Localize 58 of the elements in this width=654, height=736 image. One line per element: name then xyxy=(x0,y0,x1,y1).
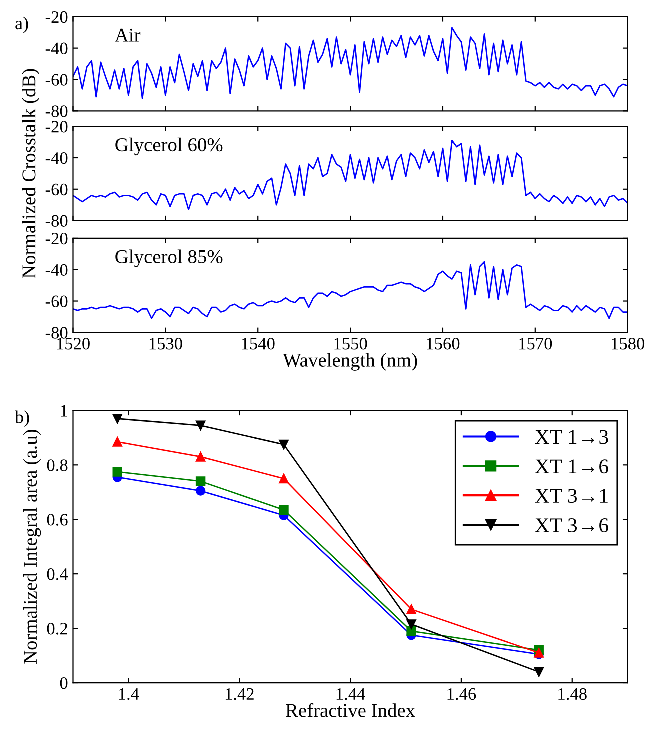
x-axis-title: Refractive Index xyxy=(286,703,416,718)
x-axis-title: Wavelength (nm) xyxy=(283,353,418,371)
y-tick-label: -20 xyxy=(46,121,68,133)
x-tick-label: 1550 xyxy=(334,338,368,350)
point xyxy=(406,604,416,614)
y-tick-label: 0.8 xyxy=(47,460,68,472)
annotation: Air xyxy=(115,28,141,42)
y-tick-label: -20 xyxy=(46,232,68,245)
x-tick-label: 1560 xyxy=(427,338,460,350)
y-tick-label: -60 xyxy=(46,74,68,86)
x-tick-label: 1540 xyxy=(242,338,275,350)
x-tick-label: 1580 xyxy=(612,338,645,350)
point xyxy=(112,437,122,447)
annotation: Glycerol 60% xyxy=(116,138,223,156)
point xyxy=(279,505,289,515)
y-tick-label: -80 xyxy=(46,215,68,227)
point xyxy=(534,667,544,677)
text: a) xyxy=(16,16,28,34)
x-tick-label: 1530 xyxy=(150,338,182,350)
y-axis-title: Normalized Integral area (a.u) xyxy=(23,430,42,664)
y-tick-label: -60 xyxy=(46,184,68,196)
point xyxy=(279,474,289,484)
x-tick-label: 1520 xyxy=(57,338,90,350)
point xyxy=(112,414,122,424)
y-tick-label: -20 xyxy=(46,11,68,24)
annotation: Glycerol 85% xyxy=(116,250,223,268)
y-tick-label: -40 xyxy=(46,264,68,276)
point xyxy=(406,620,416,630)
x-tick-label: 1570 xyxy=(520,338,552,350)
y-tick-label: 0 xyxy=(60,677,68,690)
y-tick-label: -40 xyxy=(46,152,68,164)
point xyxy=(196,486,206,496)
point xyxy=(196,420,206,431)
x-tick-label: 1.42 xyxy=(226,688,254,700)
legend-label: XT 3→6 xyxy=(535,518,608,533)
legend-label: XT 3→1 xyxy=(535,489,608,504)
legend-label: XT 1→3 xyxy=(535,430,608,444)
y-tick-label: -40 xyxy=(46,42,68,55)
x-tick-label: 1.48 xyxy=(558,688,587,700)
y-tick-label: -60 xyxy=(46,296,68,308)
legend-label: XT 1→6 xyxy=(535,460,608,474)
point xyxy=(279,440,289,450)
y-tick-label: -80 xyxy=(46,327,68,339)
y-tick-label: 0.2 xyxy=(47,623,68,635)
point xyxy=(112,467,122,477)
x-tick-label: 1.4 xyxy=(119,688,140,700)
text: b) xyxy=(15,410,30,428)
y-tick-label: 1 xyxy=(61,405,68,417)
x-tick-label: 1.44 xyxy=(336,688,366,700)
y-tick-label: 0.4 xyxy=(47,568,68,580)
y-axis-title: Normalized Crosstalk (dB) xyxy=(22,69,40,278)
y-tick-label: 0.6 xyxy=(47,514,68,526)
x-tick-label: 1.46 xyxy=(448,688,476,700)
point xyxy=(406,626,416,636)
y-tick-label: -80 xyxy=(46,106,68,118)
point xyxy=(196,452,206,462)
point xyxy=(196,476,206,486)
line-series xyxy=(73,27,628,100)
